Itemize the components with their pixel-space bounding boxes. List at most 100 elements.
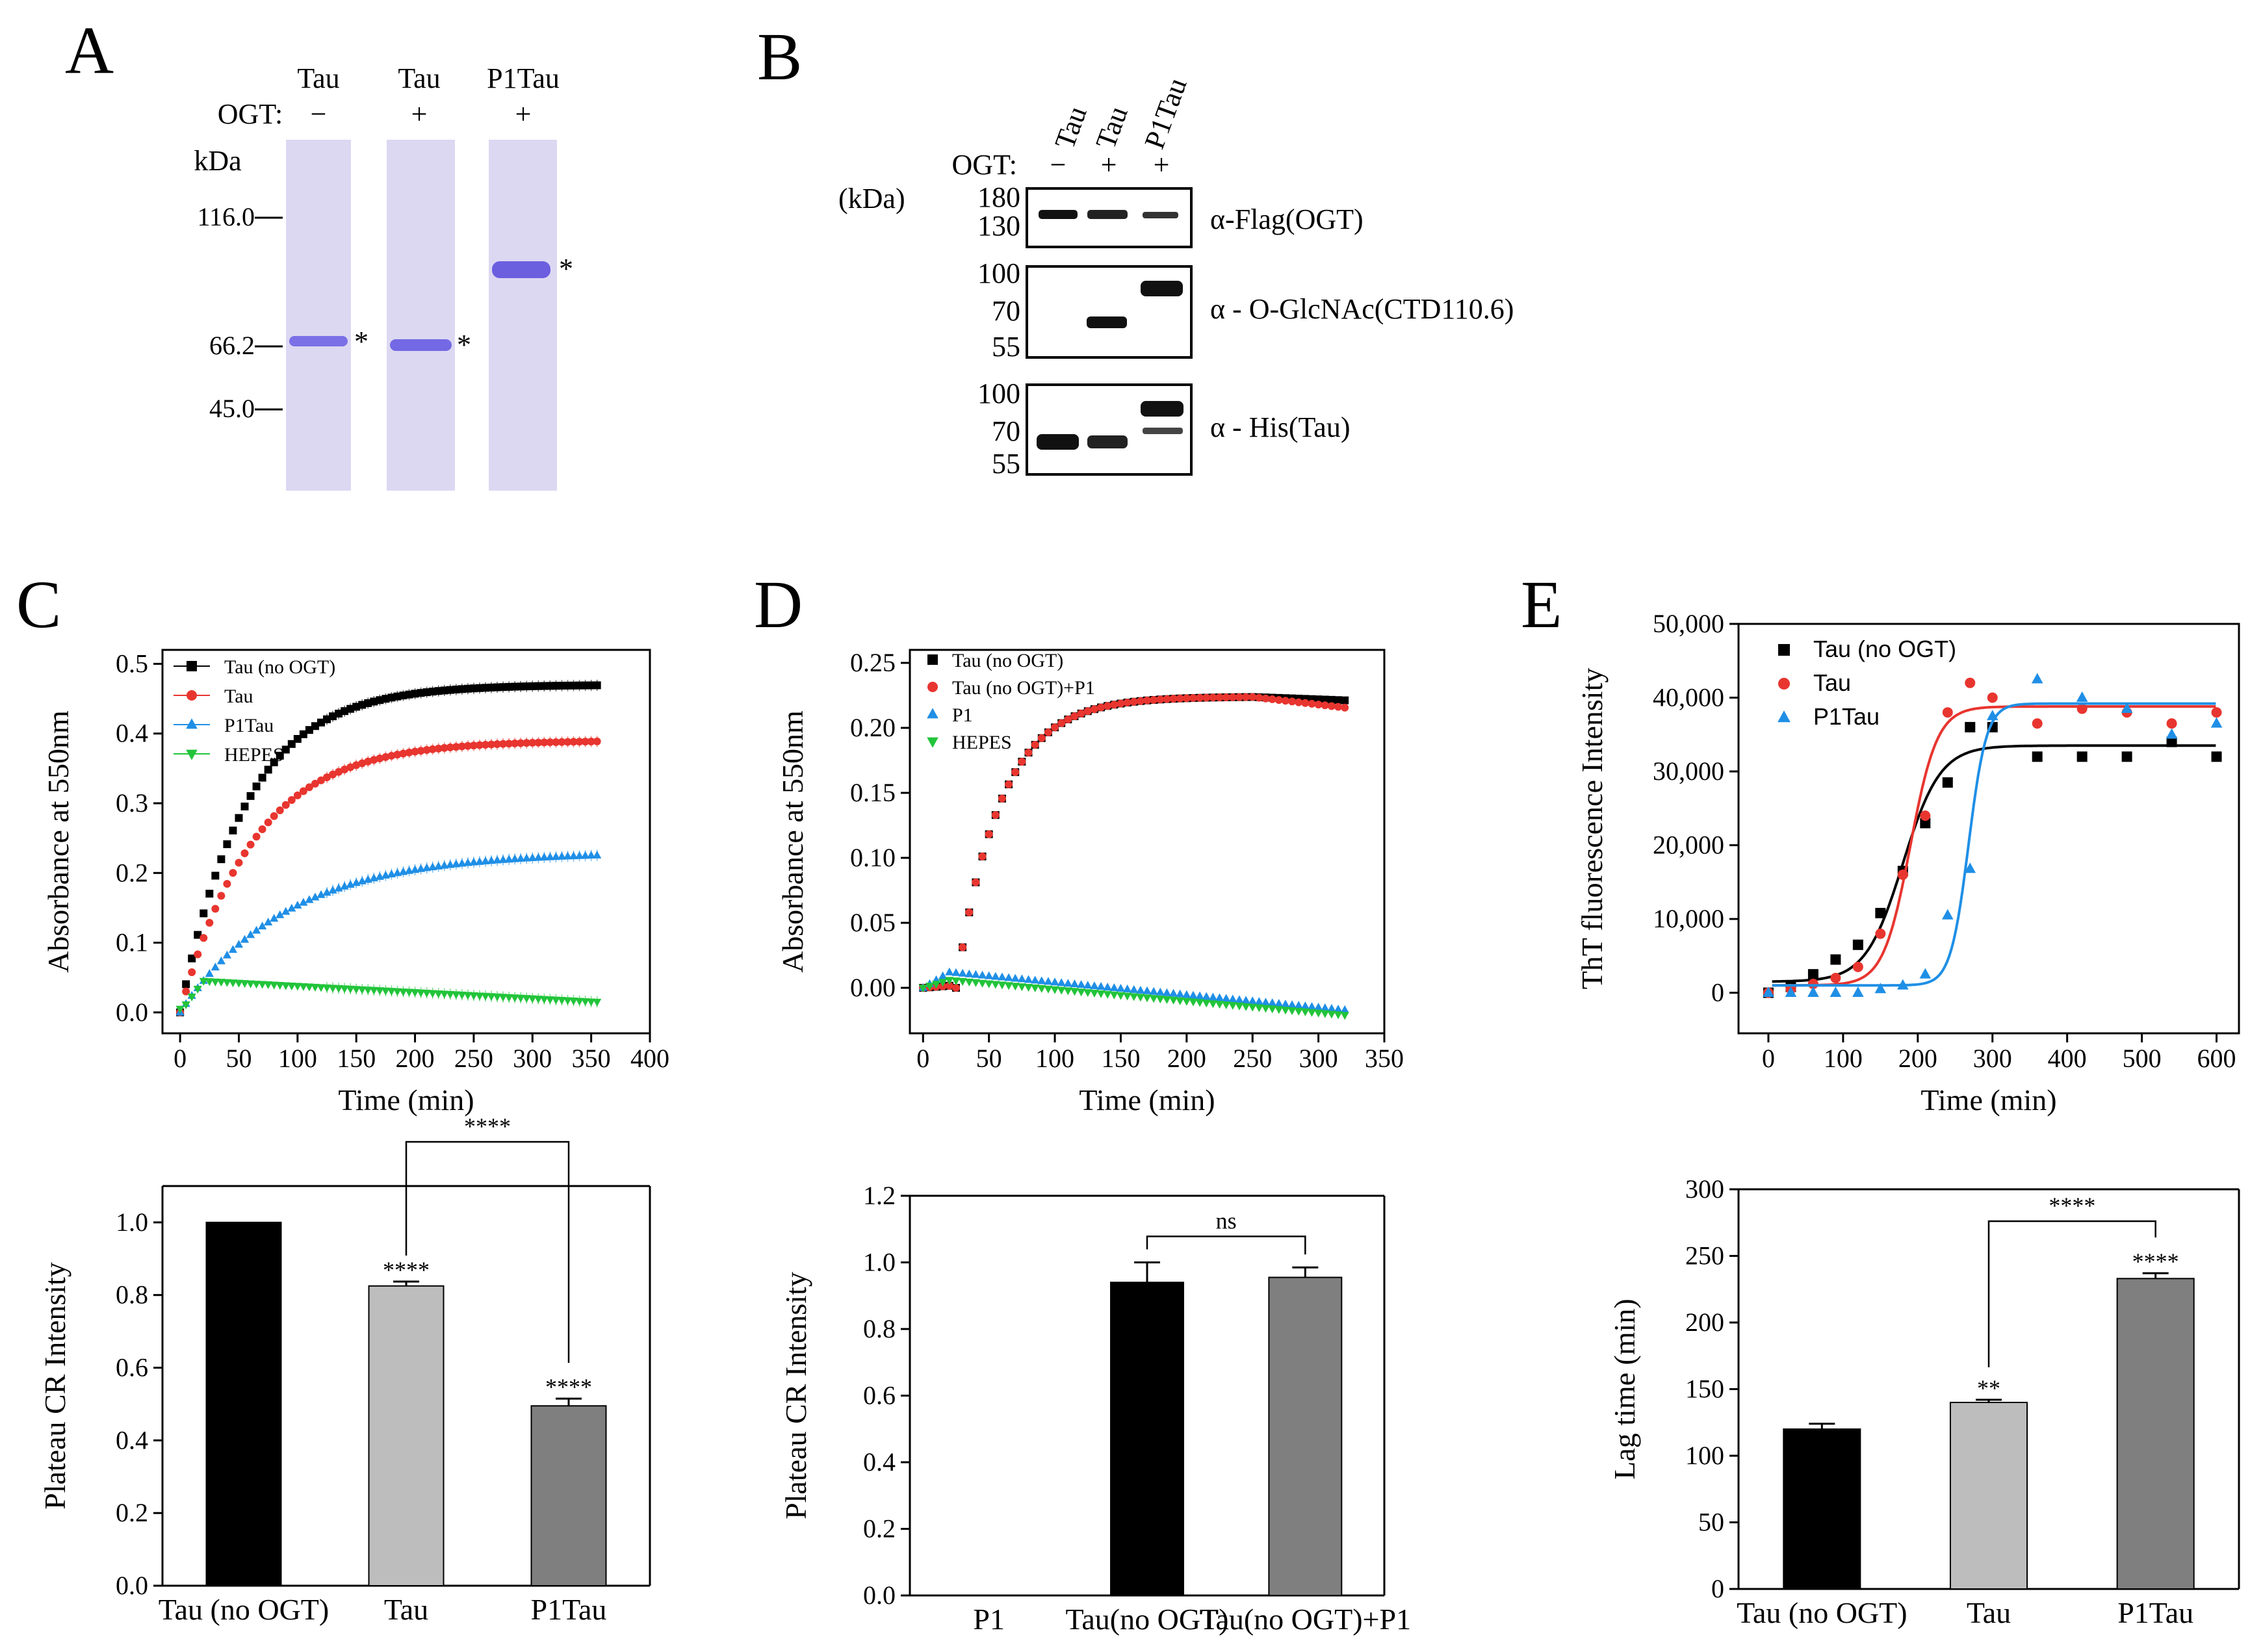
blot-b-frame-2 xyxy=(1026,265,1193,359)
data-point xyxy=(1287,1000,1297,1009)
data-point xyxy=(293,901,302,909)
data-point xyxy=(1268,998,1277,1007)
x-tick-label: 100 xyxy=(278,1044,317,1073)
data-point xyxy=(971,979,980,987)
data-point xyxy=(581,681,589,690)
data-point xyxy=(505,682,513,691)
blot-b3-label: α - His(Tau) xyxy=(1210,411,1350,443)
data-point xyxy=(458,991,467,1000)
chart-c-absorbance: 0 50 100 150 200 250 300 350 400 0.0 0.1 0.2 0.3 0.4 0… xyxy=(42,649,669,1116)
data-point xyxy=(2032,751,2043,762)
bar xyxy=(2116,1278,2195,1590)
data-point xyxy=(1169,996,1178,1005)
data-point xyxy=(1941,909,1954,920)
gel-a-band-2 xyxy=(390,339,452,351)
data-point xyxy=(1189,998,1198,1007)
data-point xyxy=(417,689,425,697)
y-tick-label: 10,000 xyxy=(1653,904,1724,933)
series-hepes xyxy=(918,977,1349,1020)
x-tick-label: 50 xyxy=(226,1044,252,1073)
data-point xyxy=(1169,988,1178,997)
category-label: Tau (no OGT) xyxy=(1737,1596,1907,1629)
data-point xyxy=(370,756,378,764)
data-point xyxy=(194,931,202,939)
data-point xyxy=(1018,757,1026,766)
blot-b-lane-3: P1Tau xyxy=(1138,74,1193,153)
data-point xyxy=(405,690,413,699)
data-point xyxy=(1215,693,1224,702)
data-point xyxy=(945,967,954,975)
data-point xyxy=(1011,983,1020,991)
data-point xyxy=(387,693,396,702)
data-point xyxy=(1920,818,1931,829)
data-point xyxy=(358,759,367,768)
y-tick-label: 0.4 xyxy=(116,719,148,748)
data-point xyxy=(458,858,467,867)
data-point xyxy=(1852,986,1864,997)
data-point xyxy=(211,905,220,913)
data-point xyxy=(422,863,432,871)
data-point xyxy=(234,940,244,948)
data-point xyxy=(258,922,267,930)
data-point xyxy=(552,738,560,746)
data-point xyxy=(1314,1009,1323,1018)
comparison-bracket xyxy=(1146,1235,1306,1255)
data-point xyxy=(187,993,196,1001)
legend-label: P1Tau xyxy=(1813,703,1880,730)
y-tick-label: 0.4 xyxy=(116,1425,148,1454)
legend-marker xyxy=(1778,644,1790,656)
data-point xyxy=(1024,975,1033,983)
data-point xyxy=(2121,702,2133,713)
gel-a-star-3: * xyxy=(559,253,573,285)
data-point xyxy=(481,992,490,1001)
data-point xyxy=(305,783,313,792)
data-point xyxy=(258,773,266,782)
data-point xyxy=(1248,996,1257,1005)
x-tick-label: 400 xyxy=(2048,1044,2087,1073)
data-point xyxy=(404,988,414,997)
data-point xyxy=(1011,974,1020,982)
fit-line xyxy=(1772,705,2216,987)
data-point xyxy=(463,858,472,866)
category-label: Tau xyxy=(384,1593,428,1626)
x-tick-label: 50 xyxy=(976,1044,1002,1073)
data-point xyxy=(469,684,478,693)
data-point xyxy=(270,758,278,767)
data-point xyxy=(557,851,567,860)
data-point xyxy=(446,860,455,868)
y-tick-label: 0.0 xyxy=(116,998,148,1027)
data-point xyxy=(1037,734,1046,742)
data-point xyxy=(1321,1010,1330,1018)
data-point xyxy=(440,990,449,999)
data-point xyxy=(463,742,472,750)
data-point xyxy=(393,751,402,759)
data-point xyxy=(222,979,231,987)
data-point xyxy=(1964,862,1976,873)
legend-label: Tau xyxy=(224,686,253,707)
x-tick-label: 200 xyxy=(1898,1044,1937,1073)
y-axis-label: Plateau CR Intensity xyxy=(779,1272,812,1519)
data-point xyxy=(1254,997,1263,1005)
data-point xyxy=(452,743,460,751)
data-point xyxy=(323,773,331,782)
data-point xyxy=(938,971,948,979)
y-axis-label: Absorbance at 550nm xyxy=(776,710,809,973)
data-point xyxy=(240,980,250,988)
panel-label-d: D xyxy=(754,567,803,642)
data-point xyxy=(1314,701,1323,709)
data-point xyxy=(281,745,290,754)
gel-a-ogt-sign-3: + xyxy=(515,98,532,130)
data-point xyxy=(1208,992,1217,1001)
data-point xyxy=(1005,780,1013,788)
data-point xyxy=(1090,990,1099,998)
series-tau xyxy=(176,736,601,1016)
data-point xyxy=(235,858,243,867)
data-point xyxy=(1136,994,1145,1002)
data-point xyxy=(1110,701,1119,709)
data-point xyxy=(528,738,537,747)
data-point xyxy=(2076,751,2088,762)
panel-a: A Tau Tau P1Tau OGT: − + + kDa * * * 116… xyxy=(65,13,573,491)
data-point xyxy=(523,682,531,691)
data-point xyxy=(270,981,279,990)
data-point xyxy=(258,981,267,989)
